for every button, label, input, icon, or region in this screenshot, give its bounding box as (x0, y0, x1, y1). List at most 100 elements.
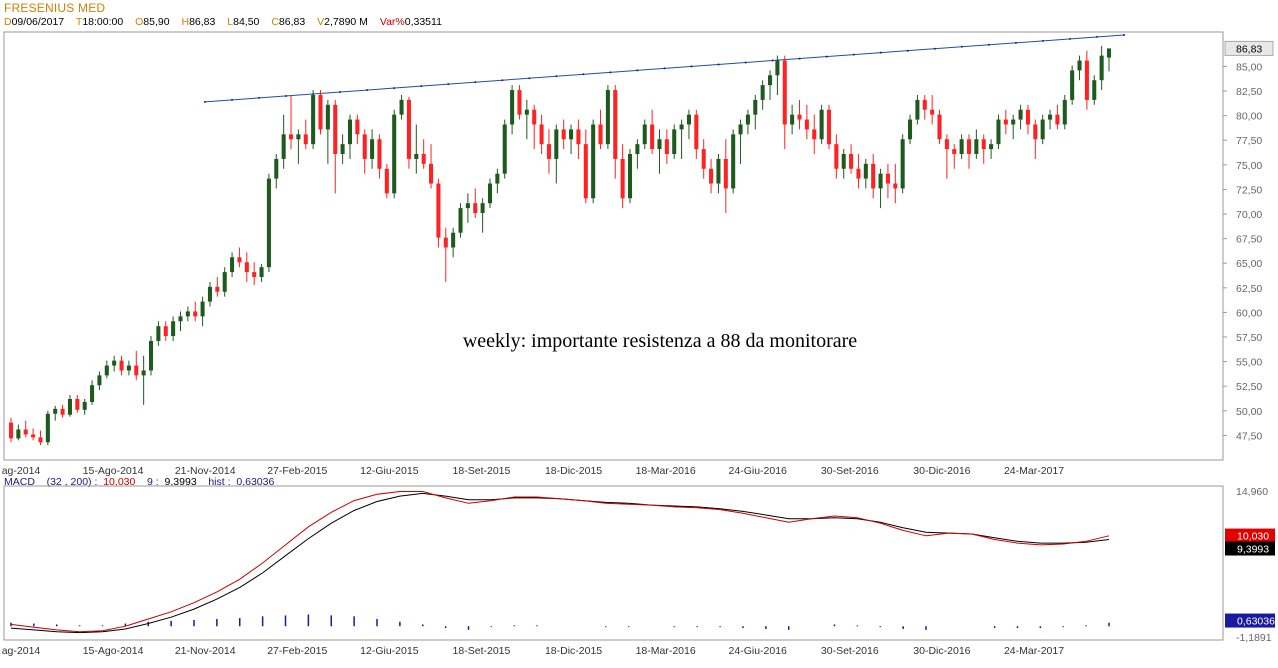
candle-body (141, 370, 146, 376)
ohlc-key: T (75, 16, 83, 28)
candle-body (819, 109, 824, 140)
candle-body (863, 163, 868, 179)
ohlc-value: 84,50 (233, 16, 260, 28)
candle-body (1077, 60, 1082, 71)
x-tick-label: 30-Dic-2016 (913, 465, 970, 477)
candle-body (90, 385, 95, 402)
candle-body (465, 203, 470, 209)
candle-body (362, 134, 367, 159)
candle-body (178, 316, 183, 322)
x-tick-label: 30-Set-2016 (821, 465, 879, 477)
x-tick-label: 24-Giu-2016 (729, 645, 788, 657)
candle-body (67, 398, 72, 415)
candle-body (75, 398, 80, 410)
y-tick-label: 75,00 (1236, 160, 1262, 172)
candle-body (318, 94, 323, 130)
candle-body (185, 311, 190, 317)
resistance-trendline[interactable] (204, 33, 1125, 103)
candle-body (163, 326, 168, 337)
macd-value: 10,030 (103, 476, 136, 488)
x-tick-label: 30-Dic-2016 (913, 645, 970, 657)
candle-body (333, 104, 338, 155)
candle-body (16, 429, 21, 439)
candle-body (989, 144, 994, 150)
ohlc-key: Var% (379, 16, 405, 28)
candle-body (156, 326, 161, 341)
macd-panel-frame (3, 485, 1224, 641)
candle-body (804, 119, 809, 130)
candle-body (259, 267, 264, 277)
candle-body (524, 109, 529, 115)
macd-name: MACD (4, 476, 35, 488)
candle-body (1055, 114, 1060, 125)
trendline-dot (744, 61, 747, 64)
y-tick-label: 67,50 (1236, 234, 1262, 246)
trendline-dot (231, 98, 234, 101)
candle-body (554, 129, 559, 159)
price-y-axis: 85,00 82,50 80,00 77,50 75,00 72,50 70,00 67,50… (1223, 40, 1274, 442)
x-tick-label: 15-Ago-2014 (83, 645, 144, 657)
candle-body (443, 237, 448, 248)
trendline-dot (609, 71, 612, 74)
hist-value: 0,63036 (236, 476, 275, 488)
candle-body (134, 365, 139, 376)
candle-body (347, 119, 353, 145)
y-tick-label: 70,00 (1236, 209, 1262, 221)
candle-body (222, 272, 227, 292)
candle-body (812, 129, 817, 140)
signal-period: 9 : (147, 476, 159, 488)
candle-body (605, 90, 610, 145)
candle-body (679, 124, 684, 130)
candle-body (908, 119, 913, 140)
candle-body (650, 124, 655, 150)
candle-body (826, 109, 831, 145)
trendline-dot (1041, 39, 1044, 42)
ohlc-value: 2,7890 M (324, 16, 368, 28)
candle-body (996, 119, 1001, 145)
candle-body (664, 139, 669, 155)
ohlc-value: 09/06/2017 (11, 16, 65, 28)
candle-body (502, 124, 507, 174)
candles (8, 45, 1112, 446)
trendline-dot (663, 67, 666, 70)
candle-body (193, 311, 198, 317)
candle-body (311, 94, 316, 145)
trendline-dot (906, 49, 909, 52)
candle-body (1003, 119, 1008, 125)
candle-body (753, 99, 758, 115)
candle-body (922, 99, 927, 110)
candle-body (834, 144, 839, 169)
candle-body (731, 134, 736, 189)
x-tick-label: 18-Set-2015 (453, 465, 511, 477)
x-tick-label: 12-Giu-2015 (360, 465, 419, 477)
candle-body (966, 139, 972, 155)
x-tick-label: 27-Feb-2015 (267, 465, 327, 477)
macd-plot (10, 491, 1110, 634)
candle-body (657, 139, 662, 150)
x-axis-top: ag-2014 15-Ago-2014 21-Nov-2014 27-Feb-2015… (2, 465, 1064, 477)
x-axis-bottom: ag-2014 15-Ago-2014 21-Nov-2014 27-Feb-2015… (2, 645, 1064, 657)
candle-body (1040, 119, 1045, 140)
hist-label: hist : (208, 476, 231, 488)
candle-body (1099, 55, 1104, 81)
x-tick-label: 21-Nov-2014 (175, 465, 236, 477)
trendline-dot (420, 85, 423, 88)
signal-value-box (1225, 541, 1275, 556)
candle-body (1084, 60, 1089, 100)
trendline-dot (1014, 41, 1017, 44)
ohlc-value: 86,83 (278, 16, 306, 28)
macd-y-tick-label: 14,960 (1236, 486, 1268, 498)
trendline-dot (771, 59, 774, 62)
last-price-box (1224, 40, 1274, 56)
x-tick-label: 18-Dic-2015 (545, 465, 602, 477)
ohlc-value: 0,33511 (404, 16, 442, 28)
y-tick-label: 85,00 (1236, 61, 1262, 73)
trendline-dot (933, 47, 936, 50)
candle-body (539, 124, 544, 145)
price-panel-frame (3, 31, 1224, 461)
candle-body (325, 104, 330, 130)
candle-body (569, 129, 574, 140)
candle-body (1018, 109, 1023, 120)
candle-body (458, 208, 463, 233)
